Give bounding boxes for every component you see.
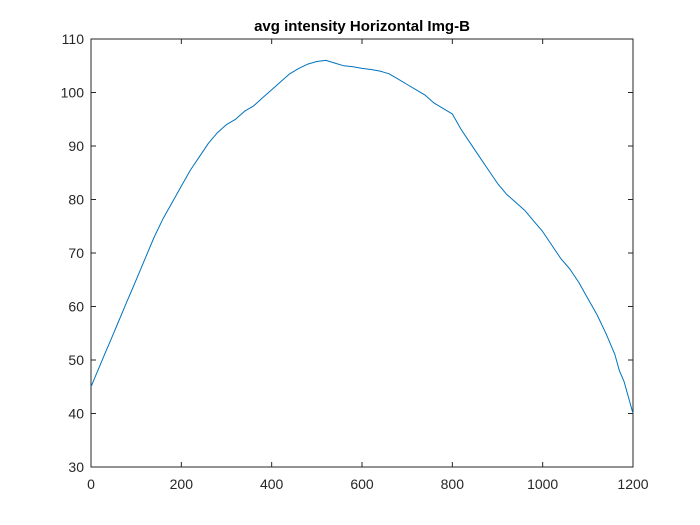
y-tick-label: 100	[61, 85, 85, 101]
axes-box	[90, 38, 634, 468]
plot-area: 0 200 400 600 800 1000 1200 30 40 50 60 70 80 90 100 11…	[61, 31, 649, 492]
y-tick-label: 110	[62, 31, 85, 47]
chart-title: avg intensity Horizontal Img-B	[254, 18, 470, 35]
series-line	[90, 59, 634, 414]
y-tick-label: 90	[68, 138, 84, 154]
y-tick-label: 30	[68, 459, 84, 475]
x-tick-label: 800	[441, 476, 465, 492]
x-tick-label: 1200	[617, 476, 648, 492]
x-tick-label: 0	[87, 476, 95, 492]
x-tick-label: 1000	[527, 476, 558, 492]
y-tick-label: 70	[68, 245, 84, 261]
y-tick-label: 50	[68, 352, 84, 368]
y-tick-label: 80	[68, 192, 84, 208]
x-tick-label: 600	[350, 476, 374, 492]
x-tick-label: 400	[260, 476, 284, 492]
x-tick-label: 200	[170, 476, 194, 492]
y-tick-label: 40	[68, 406, 84, 422]
y-tick-label: 60	[68, 299, 84, 315]
